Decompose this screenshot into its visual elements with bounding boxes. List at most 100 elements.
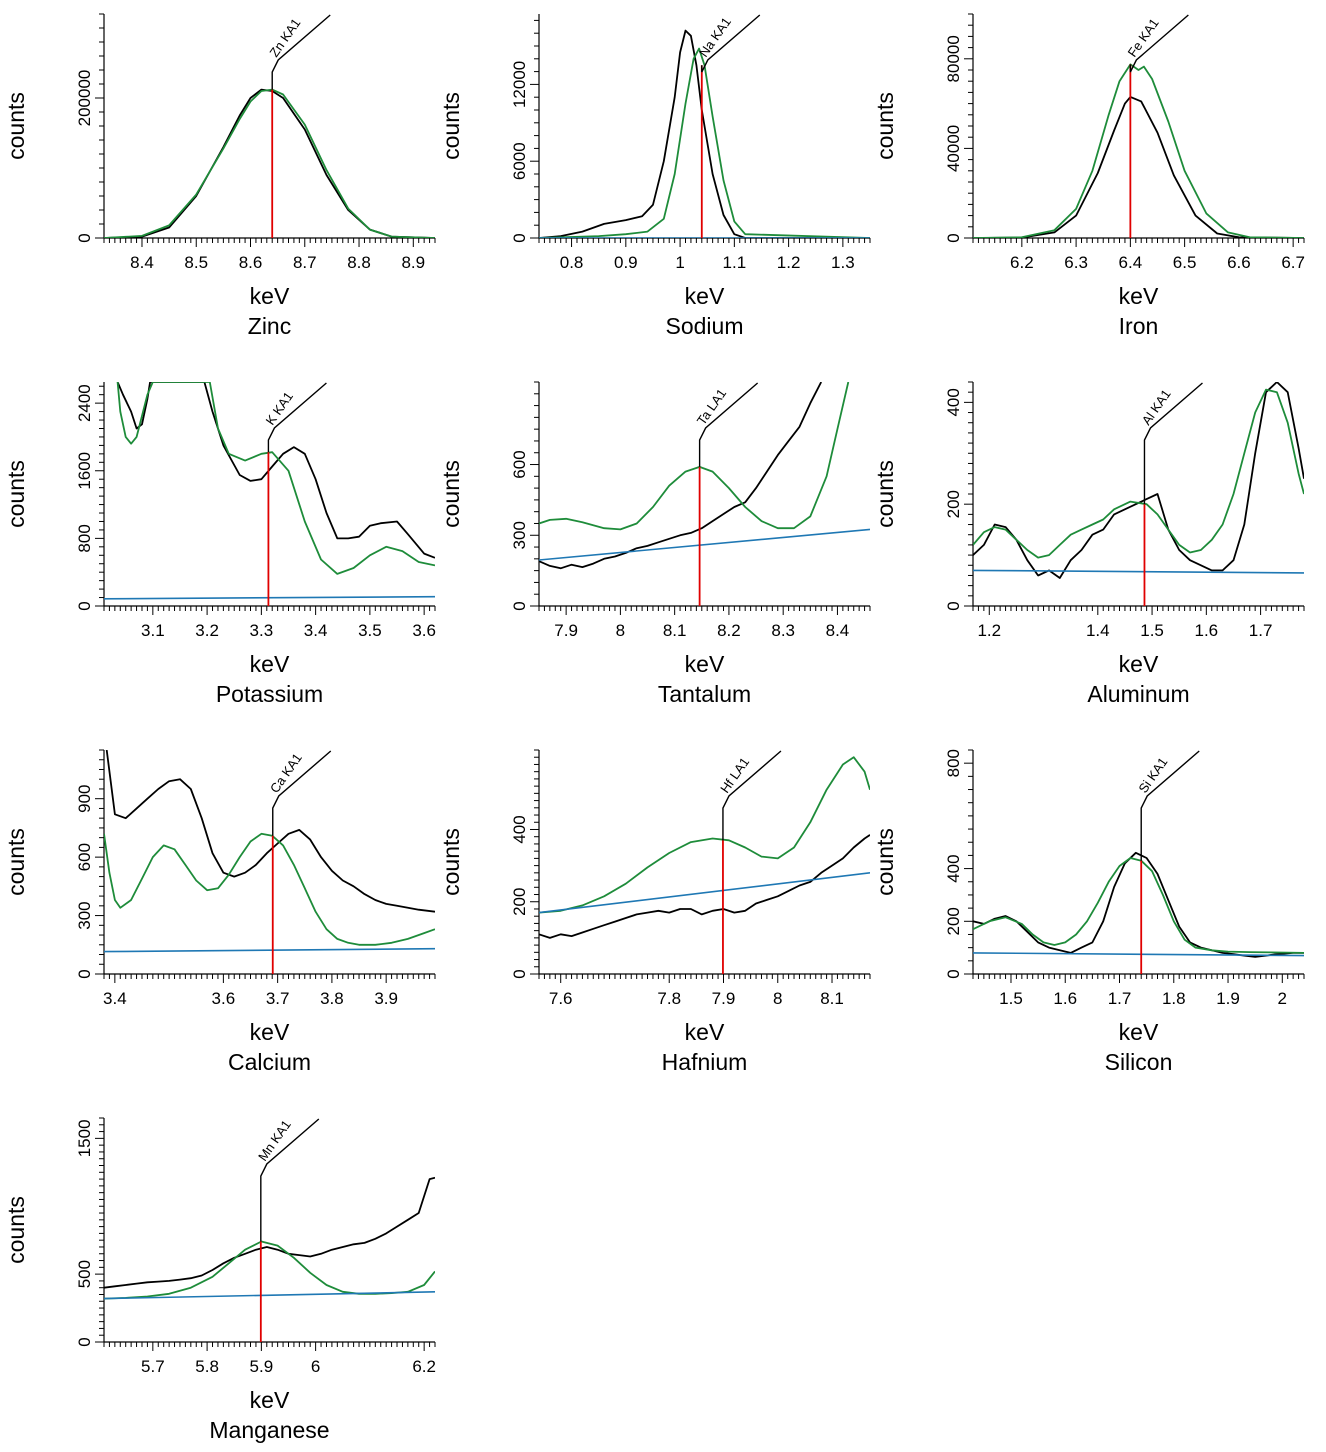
peak-label: Ta LA1 bbox=[694, 386, 730, 428]
series-line-measured bbox=[116, 382, 435, 559]
peak-label-leader bbox=[1129, 14, 1189, 73]
y-axis-title: counts bbox=[3, 828, 29, 896]
y-tick-label: 0 bbox=[75, 601, 94, 610]
panel-title: Hafnium bbox=[662, 1049, 748, 1075]
x-axis-title: keV bbox=[1119, 651, 1159, 677]
x-tick-label: 8.1 bbox=[663, 621, 687, 640]
peak-label-leader bbox=[701, 14, 761, 73]
series-line-background bbox=[104, 947, 435, 953]
x-tick-label: 3.8 bbox=[320, 989, 344, 1008]
series-line-background bbox=[104, 1291, 435, 1300]
x-tick-label: 8.4 bbox=[826, 621, 850, 640]
series-line-fit bbox=[973, 857, 1304, 954]
peak-label-leader bbox=[271, 14, 331, 90]
y-tick-label: 400 bbox=[944, 854, 963, 882]
y-tick-label: 300 bbox=[510, 521, 529, 549]
peak-label: Al KA1 bbox=[1139, 387, 1174, 428]
series-line-background bbox=[973, 569, 1304, 574]
panel-title: Manganese bbox=[209, 1417, 329, 1443]
series-line-fit bbox=[539, 382, 850, 531]
y-tick-label: 900 bbox=[75, 785, 94, 813]
x-tick-label: 0.9 bbox=[614, 253, 638, 272]
x-tick-label: 2 bbox=[1278, 989, 1287, 1008]
series-line-measured bbox=[539, 834, 870, 939]
y-tick-label: 600 bbox=[510, 450, 529, 478]
panel-title: Calcium bbox=[228, 1049, 311, 1075]
panel-title: Zinc bbox=[248, 313, 291, 339]
x-tick-label: 3.6 bbox=[412, 621, 436, 640]
x-tick-label: 6.7 bbox=[1281, 253, 1305, 272]
y-axis-title: counts bbox=[872, 828, 898, 896]
x-axis-title: keV bbox=[1119, 283, 1159, 309]
chart-panel: 8.4 8.5 8.6 8.7 8.8 8.9 0 200000 Zn KA1 counts keV… bbox=[3, 13, 436, 339]
x-axis-title: keV bbox=[685, 283, 725, 309]
x-tick-label: 1.9 bbox=[1216, 989, 1240, 1008]
x-axis-title: keV bbox=[685, 1019, 725, 1045]
y-tick-label: 400 bbox=[510, 815, 529, 843]
series-line-background bbox=[539, 872, 870, 914]
y-tick-label: 0 bbox=[75, 233, 94, 242]
chart-panel: 1.2 1.4 1.5 1.6 1.7 0 200 400 Al KA1 counts keV Alu… bbox=[872, 381, 1305, 707]
x-tick-label: 8.9 bbox=[401, 253, 425, 272]
peak-label: Hf LA1 bbox=[717, 755, 752, 796]
x-tick-label: 1 bbox=[675, 253, 684, 272]
series-line-measured bbox=[539, 382, 823, 570]
x-tick-label: 8.1 bbox=[820, 989, 844, 1008]
y-tick-label: 1500 bbox=[75, 1119, 94, 1157]
peak-label-leader bbox=[1143, 382, 1203, 505]
x-tick-label: 1.2 bbox=[977, 621, 1001, 640]
series-line-background bbox=[539, 528, 870, 561]
x-tick-label: 8.6 bbox=[239, 253, 263, 272]
series-line-fit bbox=[973, 388, 1304, 559]
panel-title: Tantalum bbox=[658, 681, 751, 707]
peak-label-leader bbox=[272, 750, 332, 836]
x-tick-label: 1.3 bbox=[831, 253, 855, 272]
y-tick-label: 1600 bbox=[75, 452, 94, 490]
x-tick-label: 6.2 bbox=[1010, 253, 1034, 272]
y-tick-label: 0 bbox=[944, 969, 963, 978]
peak-label-leader bbox=[267, 382, 327, 453]
y-axis-title: counts bbox=[438, 92, 464, 160]
series-line-measured bbox=[973, 96, 1304, 238]
y-tick-label: 0 bbox=[75, 969, 94, 978]
x-tick-label: 3.7 bbox=[266, 989, 290, 1008]
x-tick-label: 7.9 bbox=[712, 989, 736, 1008]
x-tick-label: 3.2 bbox=[195, 621, 219, 640]
series-line-measured bbox=[104, 88, 435, 238]
series-line-measured bbox=[539, 29, 870, 238]
x-tick-label: 3.5 bbox=[358, 621, 382, 640]
x-tick-label: 3.9 bbox=[374, 989, 398, 1008]
x-tick-label: 1.4 bbox=[1086, 621, 1110, 640]
series-line-fit bbox=[104, 88, 435, 238]
y-tick-label: 6000 bbox=[510, 142, 529, 180]
panel-title: Sodium bbox=[666, 313, 744, 339]
chart-panel: 7.6 7.8 7.9 8 8.1 0 200 400 Hf LA1 counts keV Hafni… bbox=[438, 749, 871, 1075]
x-tick-label: 6.4 bbox=[1119, 253, 1143, 272]
y-tick-label: 200000 bbox=[75, 70, 94, 127]
x-tick-label: 3.1 bbox=[141, 621, 165, 640]
x-tick-label: 3.6 bbox=[212, 989, 236, 1008]
x-tick-label: 6.6 bbox=[1227, 253, 1251, 272]
x-tick-label: 1.7 bbox=[1249, 621, 1273, 640]
chart-panel: 1.5 1.6 1.7 1.8 1.9 2 0 200 400 800 Si KA1 counts ke… bbox=[872, 749, 1305, 1075]
chart-panel: 3.1 3.2 3.3 3.4 3.5 3.6 0 800 1600 2400 K KA1 count… bbox=[3, 382, 436, 707]
y-tick-label: 500 bbox=[75, 1260, 94, 1288]
x-tick-label: 8 bbox=[616, 621, 625, 640]
y-tick-label: 800 bbox=[944, 749, 963, 777]
peak-label-leader bbox=[722, 750, 782, 841]
y-axis-title: counts bbox=[872, 92, 898, 160]
series-line-measured bbox=[104, 1176, 435, 1289]
y-axis-title: counts bbox=[3, 92, 29, 160]
chart-panel: 6.2 6.3 6.4 6.5 6.6 6.7 0 40000 80000 Fe KA1 count… bbox=[872, 13, 1305, 339]
x-tick-label: 6.5 bbox=[1173, 253, 1197, 272]
y-axis-title: counts bbox=[438, 460, 464, 528]
peak-label-leader bbox=[698, 382, 759, 467]
x-tick-label: 7.6 bbox=[549, 989, 573, 1008]
x-tick-label: 1.7 bbox=[1108, 989, 1132, 1008]
x-tick-label: 8.5 bbox=[184, 253, 208, 272]
x-axis-title: keV bbox=[250, 283, 290, 309]
y-tick-label: 200 bbox=[510, 888, 529, 916]
series-line-background bbox=[973, 952, 1304, 957]
series-line-fit bbox=[104, 832, 435, 946]
